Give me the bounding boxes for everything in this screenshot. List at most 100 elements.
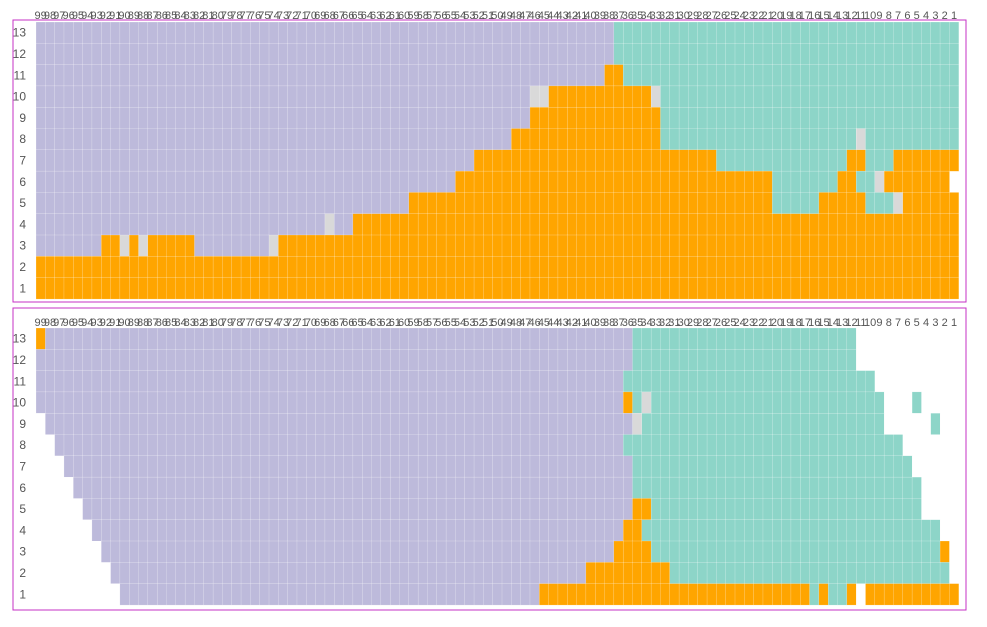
- heatmap-cell: [529, 256, 540, 278]
- heatmap-cell: [539, 370, 549, 393]
- x-tick-label: 20: [771, 317, 783, 329]
- heatmap-cell: [147, 434, 158, 457]
- heatmap-cell: [930, 256, 941, 278]
- heatmap-cell: [781, 64, 792, 87]
- heatmap-cell: [753, 476, 764, 499]
- heatmap-cell: [650, 85, 661, 108]
- heatmap-cell: [101, 170, 111, 193]
- heatmap-cell: [716, 21, 727, 44]
- heatmap-cell: [548, 21, 559, 44]
- heatmap-cell: [464, 128, 475, 151]
- heatmap-cell: [455, 170, 466, 193]
- heatmap-cell: [744, 107, 755, 129]
- heatmap-cell: [147, 455, 158, 478]
- heatmap-cell: [809, 21, 820, 44]
- heatmap-cell: [492, 413, 503, 435]
- heatmap-cell: [492, 327, 503, 350]
- heatmap-cell: [119, 540, 130, 563]
- heatmap-cell: [194, 327, 205, 350]
- heatmap-cell: [800, 21, 810, 44]
- x-tick-label: 66: [342, 10, 354, 22]
- y-tick-label: 6: [19, 481, 26, 495]
- heatmap-cell: [315, 43, 326, 65]
- heatmap-cell: [874, 64, 885, 87]
- heatmap-cell: [846, 149, 857, 172]
- heatmap-cell: [800, 476, 810, 499]
- heatmap-cell: [54, 455, 65, 478]
- heatmap-cell: [753, 434, 764, 457]
- heatmap-cell: [436, 370, 447, 393]
- heatmap-cell: [744, 583, 755, 606]
- heatmap-cell: [222, 43, 233, 65]
- heatmap-cell: [278, 519, 289, 542]
- heatmap-cell: [539, 64, 549, 87]
- heatmap-cell: [650, 43, 661, 65]
- x-tick-label: 77: [240, 10, 252, 22]
- x-tick-label: 32: [659, 317, 671, 329]
- heatmap-cell: [772, 149, 782, 172]
- heatmap-cell: [511, 562, 522, 584]
- heatmap-cell: [296, 256, 307, 278]
- heatmap-cell: [324, 455, 335, 478]
- y-tick-label: 10: [13, 90, 27, 104]
- heatmap-cell: [883, 149, 894, 172]
- heatmap-cell: [82, 562, 93, 584]
- heatmap-cell: [362, 413, 372, 435]
- heatmap-cell: [445, 434, 456, 457]
- heatmap-cell: [389, 192, 400, 215]
- heatmap-cell: [278, 370, 289, 393]
- heatmap-cell: [837, 370, 848, 393]
- heatmap-cell: [697, 583, 708, 606]
- heatmap-cell: [362, 107, 372, 129]
- heatmap-cell: [604, 540, 615, 563]
- heatmap-cell: [296, 192, 307, 215]
- heatmap-cell: [501, 391, 512, 414]
- heatmap-cell: [772, 256, 782, 278]
- heatmap-cell: [36, 434, 46, 456]
- heatmap-cell: [697, 234, 708, 257]
- heatmap-cell: [175, 583, 186, 606]
- heatmap-cell: [772, 519, 782, 542]
- heatmap-cell: [166, 128, 177, 151]
- heatmap-cell: [883, 562, 894, 584]
- heatmap-cell: [35, 234, 46, 257]
- heatmap-cell: [417, 107, 428, 129]
- heatmap-cell: [91, 370, 102, 393]
- heatmap-cell: [501, 370, 512, 393]
- heatmap-cell: [175, 476, 186, 499]
- heatmap-cell: [883, 64, 894, 87]
- heatmap-cell: [240, 498, 251, 521]
- heatmap-cell: [129, 277, 139, 300]
- heatmap-cell: [539, 149, 549, 172]
- heatmap-cell: [54, 128, 65, 151]
- heatmap-cell: [399, 85, 410, 108]
- heatmap-cell: [473, 455, 484, 478]
- heatmap-cell: [837, 562, 848, 584]
- heatmap-cell: [930, 107, 941, 129]
- heatmap-cell: [809, 107, 820, 129]
- heatmap-cell: [762, 43, 773, 65]
- x-tick-label: 39: [594, 317, 606, 329]
- heatmap-cell: [809, 391, 820, 414]
- heatmap-cell: [101, 327, 111, 350]
- heatmap-cell: [473, 107, 484, 129]
- heatmap-cell: [54, 498, 65, 520]
- heatmap-cell: [716, 498, 727, 521]
- heatmap-cell: [744, 455, 755, 478]
- heatmap-cell: [129, 562, 139, 584]
- heatmap-cell: [45, 583, 55, 606]
- heatmap-cell: [762, 128, 773, 151]
- heatmap-cell: [949, 256, 960, 278]
- heatmap-cell: [194, 391, 205, 414]
- heatmap-cell: [678, 107, 689, 129]
- heatmap-cell: [706, 107, 717, 129]
- heatmap-cell: [334, 64, 344, 87]
- heatmap-cell: [35, 327, 46, 350]
- heatmap-cell: [622, 192, 633, 215]
- heatmap-cell: [334, 277, 344, 300]
- heatmap-cell: [250, 213, 261, 236]
- heatmap-cell: [818, 583, 829, 606]
- heatmap-cell: [427, 149, 438, 172]
- heatmap-cell: [306, 434, 316, 457]
- heatmap-cell: [212, 128, 223, 151]
